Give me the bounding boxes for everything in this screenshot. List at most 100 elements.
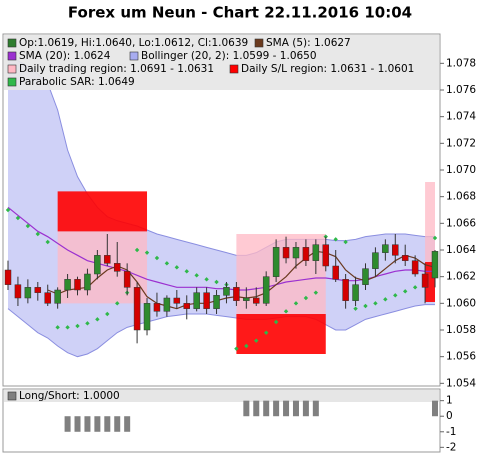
candle-body [342, 279, 349, 301]
candle-body [292, 247, 300, 259]
candle-body [104, 255, 111, 264]
y-tick-label: 1.078 [446, 57, 476, 69]
y-tick-label: 1.062 [446, 271, 476, 283]
sar-dot [184, 269, 189, 274]
bollinger-upper [7, 56, 435, 256]
sar-dot [393, 293, 398, 298]
sar-dot [343, 239, 348, 245]
candle-body [431, 251, 439, 279]
candle-body [113, 263, 121, 272]
sub-bar [84, 416, 91, 432]
candle-body [213, 295, 220, 309]
sub-bar [124, 416, 131, 432]
sar-dot [105, 311, 110, 317]
sar-dot [333, 237, 338, 242]
sub-bar [263, 400, 270, 417]
sar-dot [254, 338, 259, 343]
legend-label: Op:1.0619, Hi:1.0640, Lo:1.0612, Cl:1.06… [19, 37, 248, 49]
sar-dot [313, 290, 319, 295]
sub-bar [283, 400, 290, 417]
candle-body [133, 287, 141, 331]
candle-body [352, 284, 359, 301]
region [57, 231, 148, 304]
candle-body [233, 287, 240, 301]
candle-body [272, 247, 280, 277]
legend-box [4, 35, 439, 90]
legend-label: Daily trading region: 1.0691 - 1.0631 [19, 63, 214, 75]
sar-dot [244, 343, 249, 349]
legend-label: SMA (20): 1.0624 [19, 50, 111, 62]
candle-body [193, 292, 200, 309]
y-tick-label: 1.066 [446, 217, 476, 229]
y-tick-label: 1.076 [446, 84, 476, 96]
legend-swatch [7, 64, 17, 74]
sub-y-tick-label: -2 [446, 441, 456, 453]
candle-body [143, 303, 151, 331]
sar-dot [293, 301, 299, 306]
candle-body [34, 287, 42, 293]
sub-bar [74, 416, 81, 432]
y-tick-label: 1.072 [446, 137, 476, 149]
sar-dot [353, 306, 358, 311]
region [236, 234, 326, 314]
candle-body [282, 247, 290, 259]
region [425, 182, 435, 262]
legend-label: Bollinger (20, 2): 1.0599 - 1.0650 [141, 50, 317, 62]
y-tick-label: 1.070 [446, 164, 476, 176]
candle-body [74, 279, 81, 291]
sar-dot [164, 261, 170, 266]
sar-dot [263, 330, 269, 335]
sub-bar [302, 400, 309, 417]
sar-dot [234, 346, 239, 351]
sub-y-tick-label: 1 [446, 395, 453, 407]
sar-dot [273, 319, 279, 325]
region [236, 314, 326, 354]
sub-bar [432, 400, 438, 417]
candle-body [4, 269, 12, 285]
candle-body [302, 247, 310, 261]
y-tick-label: 1.054 [446, 377, 476, 389]
sar-dot [303, 295, 309, 301]
sub-legend-label: Long/Short: 1.0000 [19, 390, 120, 402]
legend-label: SMA (5): 1.0627 [266, 37, 351, 49]
y-tick-label: 1.060 [446, 297, 476, 309]
candle-body [123, 271, 131, 288]
candle-body [332, 265, 339, 280]
sar-dot [134, 247, 140, 253]
candle-body [401, 255, 409, 261]
sar-dot [432, 235, 438, 241]
candle-body [262, 276, 270, 304]
sub-bar [104, 416, 111, 432]
candle-body [421, 273, 429, 288]
sar-dot [75, 323, 80, 329]
sar-dot [65, 325, 70, 330]
candle-body [44, 292, 51, 304]
sar-dot [174, 265, 180, 270]
candle-body [64, 279, 71, 291]
sub-bar [312, 400, 319, 417]
sar-dot [95, 317, 100, 322]
sar-dot [35, 231, 40, 237]
sub-bar [94, 416, 101, 432]
candle-body [372, 252, 379, 269]
sub-legend-box [4, 390, 439, 402]
sar-dot [412, 285, 418, 290]
bollinger-lower [7, 304, 435, 358]
sub-y-tick-label: 0 [446, 410, 453, 422]
sub-y-tick-label: -1 [446, 426, 456, 438]
legend-swatch [254, 38, 264, 48]
sar-dot [373, 301, 378, 306]
candle-body [312, 244, 320, 261]
candle-body [362, 268, 369, 285]
candle-body [411, 260, 419, 275]
sar-dot [403, 289, 408, 294]
sub-bar [253, 400, 260, 417]
y-tick-label: 1.056 [446, 351, 476, 363]
sar-dot [115, 301, 120, 306]
candle-body [14, 284, 22, 299]
candle-body [94, 255, 101, 275]
chart-title: Forex um Neun - Chart 22.11.2016 10:04 [68, 4, 412, 22]
y-tick-label: 1.074 [446, 111, 476, 123]
candle-body [253, 297, 260, 304]
sar-dot [25, 223, 31, 229]
